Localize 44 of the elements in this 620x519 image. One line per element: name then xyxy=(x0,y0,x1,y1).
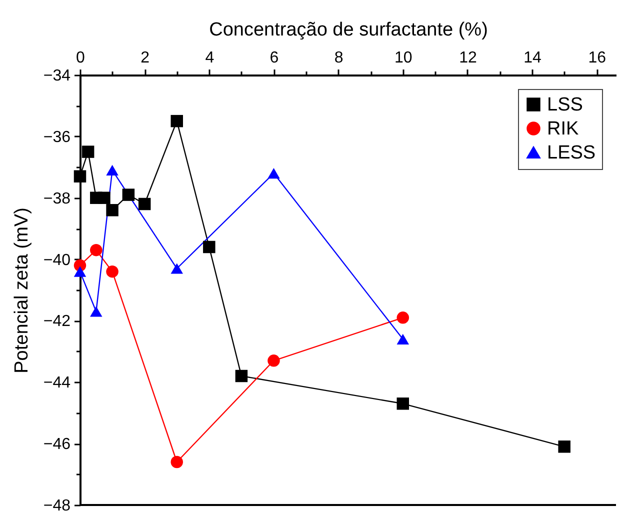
point xyxy=(122,188,135,201)
point xyxy=(90,306,102,317)
point xyxy=(74,266,86,277)
x-tick-label: 16 xyxy=(588,50,606,66)
y-tick-label: −44 xyxy=(43,374,71,392)
x-tick-label: 0 xyxy=(76,50,86,66)
y-tick-label: −34 xyxy=(43,68,71,84)
y-tick-label: −48 xyxy=(43,498,71,514)
point xyxy=(268,168,280,179)
x-axis-title: Concentração de surfactante (%) xyxy=(209,20,488,40)
point xyxy=(106,164,118,176)
y-axis-title: Potencial zeta (mV) xyxy=(11,208,32,374)
point xyxy=(106,265,118,278)
y-tick-label: −38 xyxy=(43,190,71,208)
point xyxy=(90,244,102,256)
point xyxy=(170,263,183,274)
y-tick-label: −42 xyxy=(43,313,71,330)
point xyxy=(170,114,183,128)
point xyxy=(396,312,410,324)
point xyxy=(98,192,110,204)
y-tick-label: −46 xyxy=(43,436,71,454)
x-tick-label: 8 xyxy=(334,50,344,66)
y-tick-label: −36 xyxy=(43,128,71,146)
point xyxy=(82,146,94,158)
y-tick-label: −40 xyxy=(43,252,71,269)
point xyxy=(203,240,216,254)
x-tick-label: 2 xyxy=(140,50,150,66)
point xyxy=(235,370,248,382)
x-tick-label: 12 xyxy=(459,50,477,66)
point xyxy=(396,334,410,344)
point xyxy=(170,456,183,468)
point xyxy=(74,170,86,182)
point xyxy=(138,198,151,210)
x-tick-label: 6 xyxy=(270,50,279,66)
x-tick-label: 14 xyxy=(524,50,542,66)
point xyxy=(268,354,280,367)
legend-label: LSS xyxy=(547,94,583,116)
x-tick-label: 10 xyxy=(394,50,412,66)
point xyxy=(106,204,118,216)
legend-label: LESS xyxy=(547,142,596,164)
legend-label: RIK xyxy=(547,118,579,140)
x-tick-label: 4 xyxy=(205,50,214,66)
point xyxy=(396,398,410,410)
point xyxy=(558,440,570,453)
